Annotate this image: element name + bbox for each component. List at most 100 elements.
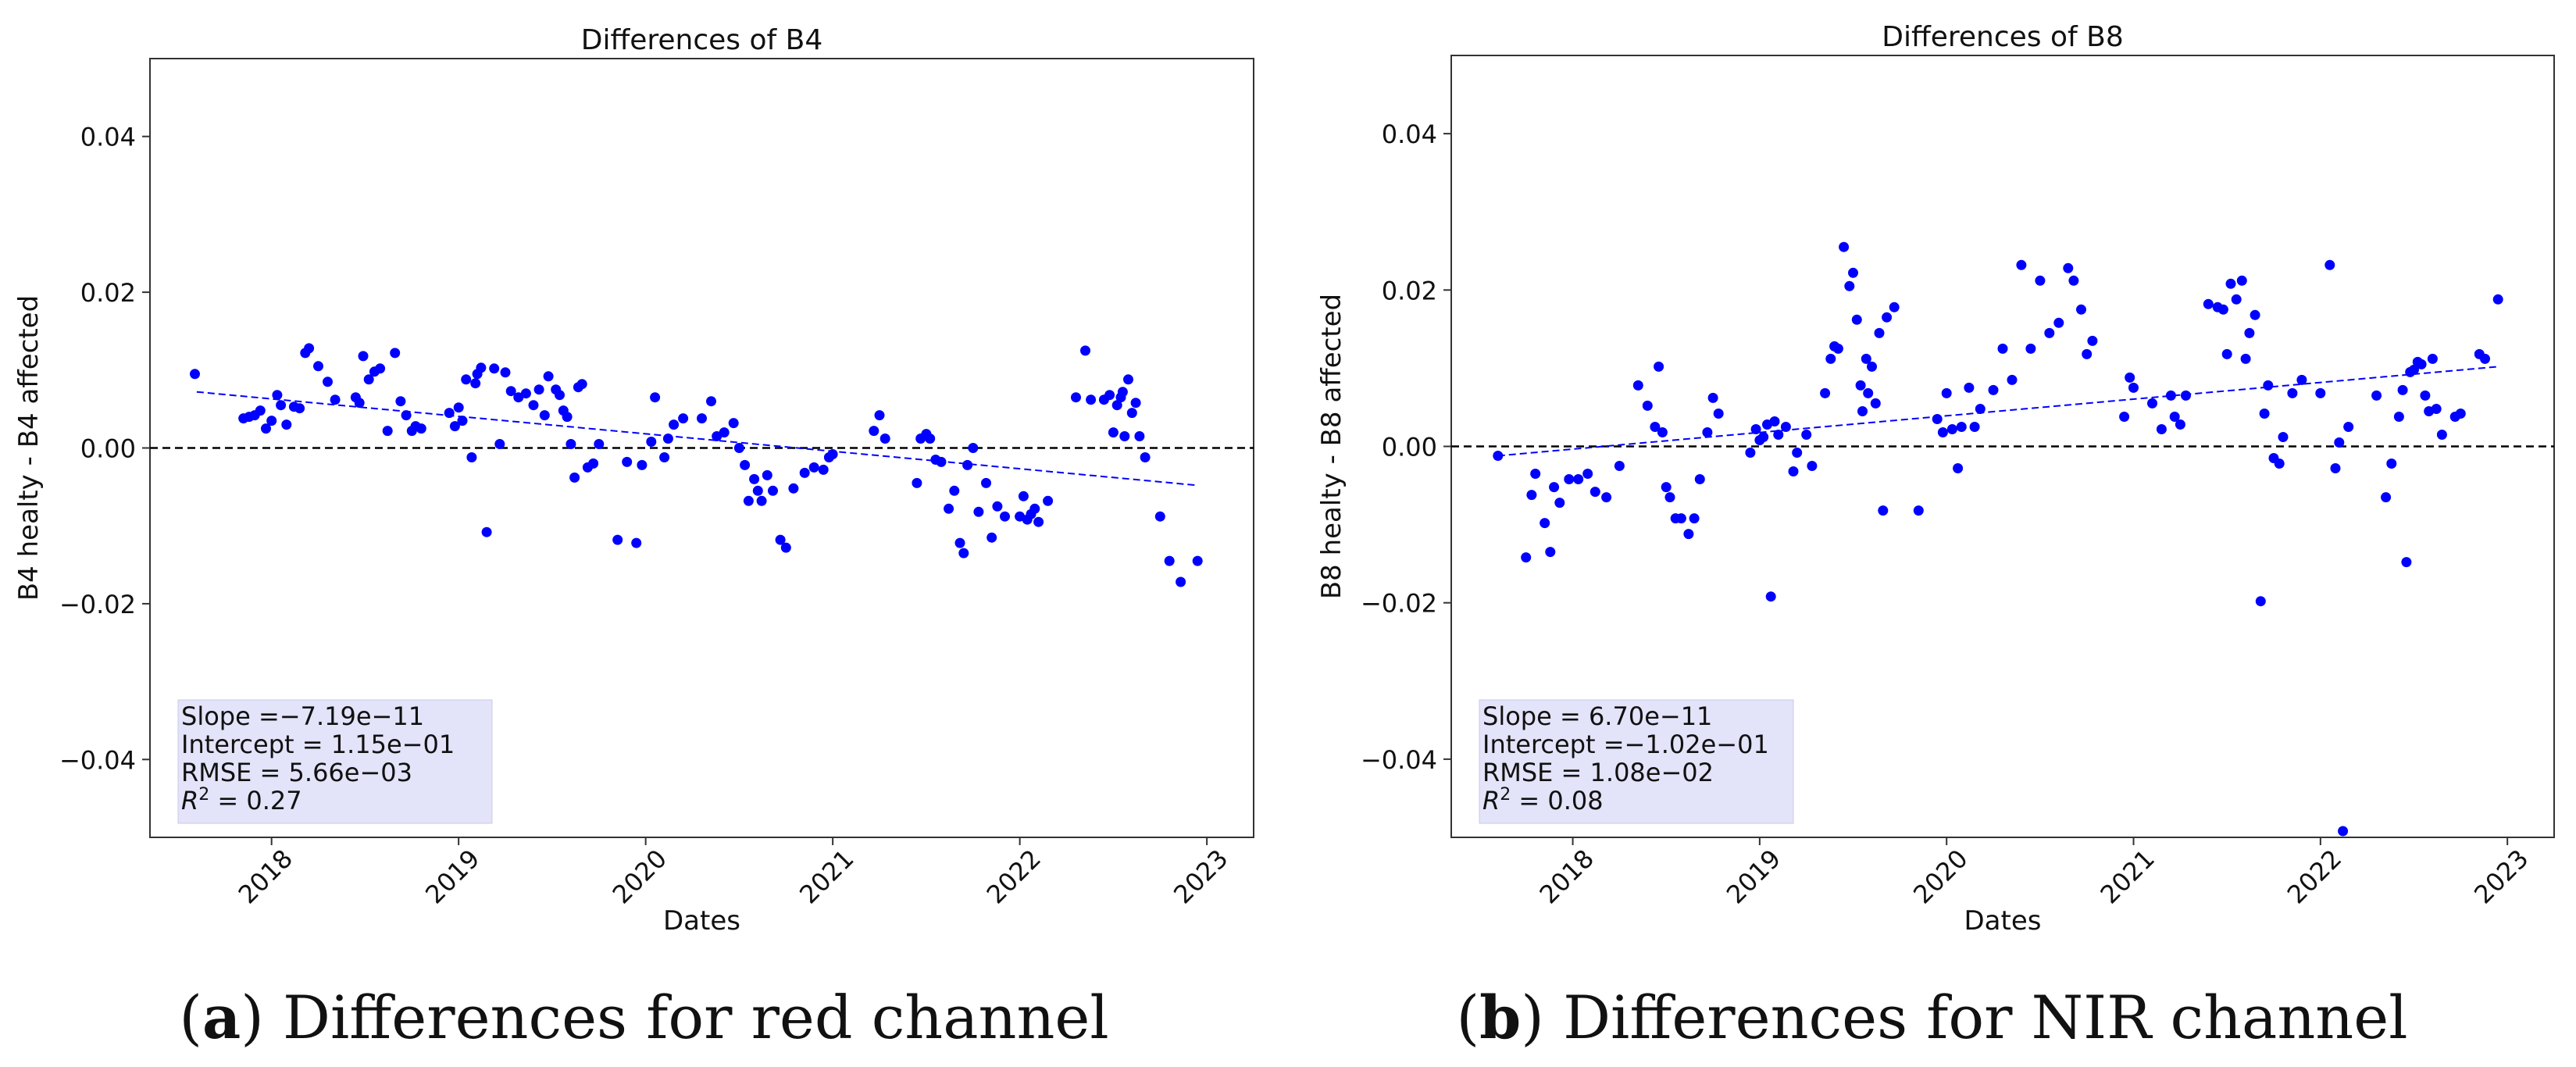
data-point: [1582, 469, 1593, 479]
data-point: [453, 402, 464, 413]
caption-b: (b) Differences for NIR channel: [1456, 983, 2408, 1052]
data-point: [1540, 518, 1550, 529]
data-point: [1807, 461, 1818, 471]
data-point: [2025, 343, 2036, 354]
data-point: [2386, 459, 2397, 469]
x-tick-label: 2020: [1907, 844, 1973, 909]
data-point: [281, 419, 292, 430]
data-point: [2330, 463, 2341, 473]
stats-r2-exponent: 2: [198, 785, 209, 805]
data-point: [2063, 262, 2074, 273]
data-point: [481, 526, 492, 537]
data-point: [569, 472, 580, 483]
stats-slope: Slope = 6.70e−11: [1482, 701, 1712, 731]
data-point: [1661, 482, 1672, 493]
data-point: [1857, 406, 1868, 416]
data-point: [743, 495, 754, 506]
y-tick-label: 0.00: [80, 434, 136, 464]
trend-line: [1497, 366, 2499, 457]
data-point: [2053, 317, 2064, 328]
data-point: [2324, 259, 2335, 270]
data-point: [949, 485, 960, 496]
data-point: [566, 439, 576, 449]
data-point: [2315, 387, 2326, 398]
x-axis-label: Dates: [663, 905, 740, 937]
data-point: [1861, 353, 1871, 364]
data-point: [631, 537, 642, 548]
data-point: [2244, 327, 2255, 338]
data-point: [1848, 267, 1858, 278]
data-point: [2044, 327, 2055, 338]
data-point: [363, 374, 374, 385]
chart-panel-b4: Differences of B4 0.04 0.02 0.00 −0.02 −0.04 2…: [13, 24, 1254, 937]
data-point: [2381, 492, 2392, 503]
data-point: [1975, 404, 1986, 414]
data-point: [576, 379, 587, 390]
y-tick-label: 0.02: [80, 278, 136, 308]
data-point: [1654, 361, 1664, 372]
stats-r2-symbol: R: [181, 786, 198, 815]
data-point: [1126, 408, 1137, 419]
x-tick-label: 2023: [1168, 844, 1233, 909]
data-point: [2169, 412, 2180, 422]
data-point: [981, 477, 991, 488]
data-point: [330, 394, 341, 405]
stats-r2-value: = 0.08: [1511, 786, 1603, 815]
data-point: [2087, 335, 2098, 346]
data-point: [1154, 511, 1165, 522]
data-point: [1526, 490, 1537, 501]
data-point: [697, 413, 707, 424]
data-point: [1530, 469, 1541, 479]
data-point: [2068, 275, 2079, 286]
data-point: [382, 426, 393, 437]
data-point: [358, 351, 369, 362]
y-tick-label: −0.02: [1361, 589, 1437, 619]
data-point: [1839, 241, 1850, 252]
data-point: [323, 376, 333, 387]
data-point: [879, 434, 890, 444]
data-point: [646, 437, 657, 447]
data-point: [728, 418, 739, 429]
data-point: [2427, 353, 2438, 364]
stats-slope: Slope =−7.19e−11: [181, 701, 424, 731]
x-tick-label: 2018: [233, 844, 298, 909]
data-point: [1870, 398, 1881, 409]
data-point: [1657, 427, 1668, 437]
data-point: [543, 371, 554, 382]
data-point: [1033, 516, 1044, 527]
trend-line: [196, 391, 1198, 487]
data-point: [1773, 430, 1784, 440]
data-point: [1545, 547, 1556, 558]
data-point: [1000, 511, 1010, 522]
data-point: [1946, 424, 1957, 434]
data-point: [539, 410, 550, 421]
data-point: [1997, 343, 2008, 354]
data-point: [1601, 492, 1612, 503]
stats-r2-value: = 0.27: [209, 786, 301, 815]
data-point: [494, 439, 505, 449]
data-point: [2147, 398, 2157, 409]
data-point: [1874, 327, 1885, 338]
data-point: [669, 419, 680, 430]
data-point: [1953, 463, 1964, 473]
data-point: [1750, 424, 1761, 434]
x-tick-label: 2020: [607, 844, 673, 909]
data-point: [749, 473, 760, 484]
data-point: [733, 443, 744, 453]
data-point: [2165, 390, 2176, 401]
data-point: [562, 412, 573, 423]
stats-r2-exponent: 2: [1500, 785, 1511, 805]
data-point: [1632, 380, 1643, 391]
data-point: [470, 378, 481, 389]
data-point: [2221, 348, 2232, 359]
stats-box: [177, 699, 493, 824]
data-point: [190, 369, 200, 380]
data-point: [1043, 495, 1054, 506]
data-point: [2278, 432, 2289, 442]
stats-intercept: Intercept = 1.15e−01: [181, 730, 455, 759]
data-point: [2338, 826, 2349, 837]
data-point: [1882, 312, 1893, 323]
data-point: [2007, 374, 2018, 385]
data-point: [2255, 596, 2266, 607]
